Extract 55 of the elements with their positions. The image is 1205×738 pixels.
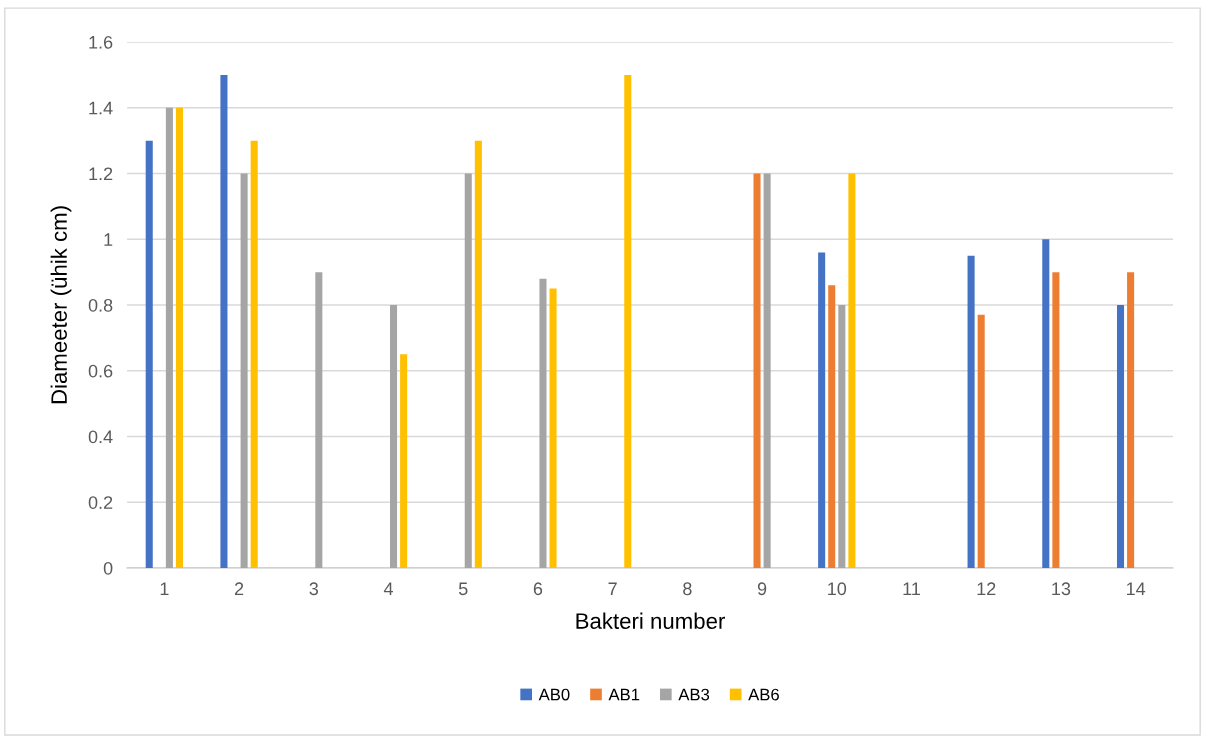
x-tick-label: 4 xyxy=(383,582,393,595)
bar xyxy=(464,173,472,568)
bar xyxy=(967,255,975,568)
bar xyxy=(145,140,153,568)
x-tick-label: 12 xyxy=(977,582,996,595)
x-tick-label: 6 xyxy=(533,582,543,596)
bar xyxy=(240,173,248,568)
y-tick-label: 1.2 xyxy=(89,167,113,181)
bar xyxy=(828,285,836,568)
x-tick-label: 13 xyxy=(1052,582,1071,596)
x-tick-label: 11 xyxy=(903,582,920,595)
bar xyxy=(838,305,846,568)
x-tick-label: 5 xyxy=(458,582,468,596)
bar xyxy=(400,354,408,568)
x-tick-label: 3 xyxy=(309,582,319,596)
bar xyxy=(549,288,557,568)
y-tick-label: 0.8 xyxy=(88,298,113,312)
y-tick-label: 0.2 xyxy=(88,496,113,509)
bar xyxy=(977,314,985,568)
x-tick-label: 8 xyxy=(683,582,692,596)
legend-label: AB3 xyxy=(678,688,710,701)
bar xyxy=(250,140,258,568)
x-tick-label: 10 xyxy=(828,582,847,596)
x-tick-label: 2 xyxy=(234,582,244,595)
bar xyxy=(539,278,547,568)
x-tick-label: 9 xyxy=(757,582,767,596)
bar xyxy=(175,107,184,568)
bar xyxy=(220,74,228,568)
x-tick-label: 14 xyxy=(1126,582,1146,595)
x-tick-label: 7 xyxy=(608,582,617,595)
bar xyxy=(1116,305,1125,568)
bar xyxy=(763,173,771,568)
bar xyxy=(390,305,398,568)
y-tick-label: 0.6 xyxy=(88,364,113,378)
y-tick-label: 1.6 xyxy=(89,35,113,49)
y-tick-label: 0.4 xyxy=(88,430,113,444)
x-tick-label: 1 xyxy=(160,582,169,595)
legend-label: AB6 xyxy=(748,688,779,701)
x-axis-title: Bakteri number xyxy=(576,612,725,629)
bar xyxy=(315,272,323,568)
bar xyxy=(1042,239,1050,568)
y-tick-label: 0 xyxy=(103,561,113,575)
bar xyxy=(165,107,173,568)
bar xyxy=(753,173,761,568)
y-tick-label: 1.4 xyxy=(89,101,113,115)
y-axis-title: Diameeter (ühik cm) xyxy=(50,206,72,404)
legend-label: AB1 xyxy=(608,688,640,701)
legend-label: AB0 xyxy=(538,688,570,701)
bar xyxy=(848,173,856,568)
bar xyxy=(624,74,632,568)
bar xyxy=(818,252,826,568)
y-tick-label: 1 xyxy=(104,233,113,246)
bar xyxy=(474,140,482,568)
bar xyxy=(1127,272,1135,568)
bar xyxy=(1052,272,1060,568)
